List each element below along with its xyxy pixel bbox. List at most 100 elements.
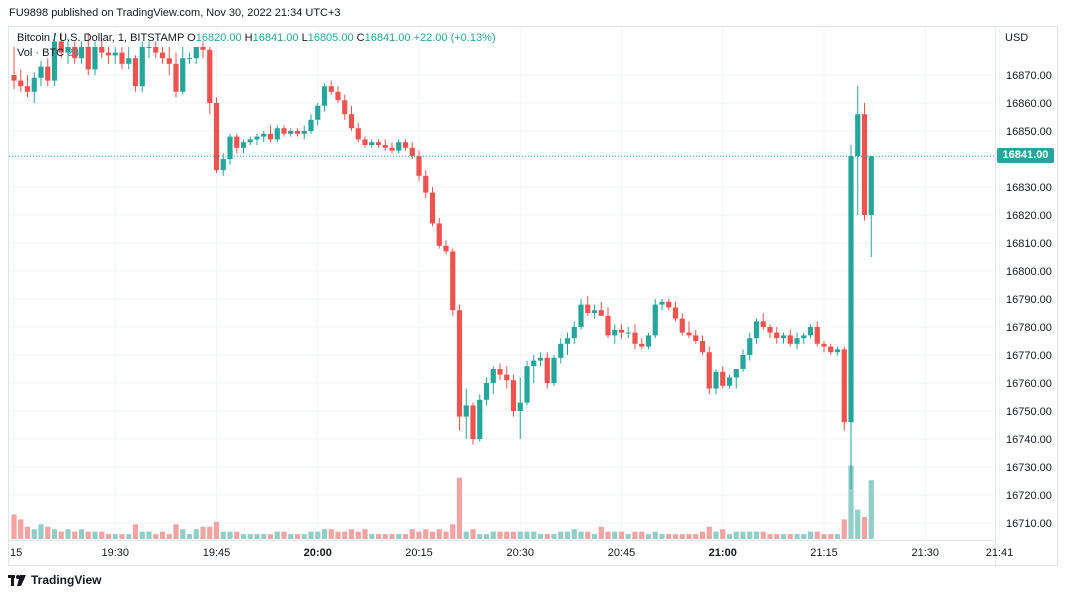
candle-body[interactable] [369, 142, 375, 145]
candle-body[interactable] [389, 147, 395, 151]
candle-body[interactable] [672, 307, 679, 319]
candle-body[interactable] [267, 133, 274, 140]
candle-body[interactable] [294, 131, 301, 134]
candle-body[interactable] [753, 321, 760, 339]
candle-body[interactable] [699, 341, 706, 353]
candle-body[interactable] [274, 128, 280, 140]
candle-body[interactable] [72, 47, 78, 59]
candle-body[interactable] [612, 329, 618, 336]
candle-body[interactable] [153, 47, 159, 53]
candle-body[interactable] [261, 133, 267, 137]
candle-body[interactable] [429, 192, 436, 224]
candle-body[interactable] [193, 47, 199, 59]
candle-body[interactable] [139, 47, 145, 87]
candle-body[interactable] [308, 119, 314, 131]
candle-body[interactable] [868, 156, 874, 215]
candle-body[interactable] [402, 142, 409, 148]
candle-body[interactable] [234, 136, 240, 148]
candle-body[interactable] [207, 49, 213, 103]
candle-body[interactable] [450, 251, 456, 311]
candle-body[interactable] [693, 335, 699, 341]
candle-body[interactable] [706, 352, 712, 389]
candle-body[interactable] [11, 75, 17, 81]
candle-body[interactable] [510, 380, 517, 411]
candle-body[interactable] [517, 402, 523, 411]
candle-body[interactable] [463, 405, 469, 417]
candle-body[interactable] [726, 377, 733, 386]
candle-body[interactable] [774, 332, 780, 339]
candle-body[interactable] [99, 47, 105, 53]
candle-body[interactable] [666, 301, 672, 308]
candle-body[interactable] [85, 47, 91, 70]
candle-body[interactable] [483, 383, 490, 400]
candle-body[interactable] [504, 374, 510, 381]
candle-body[interactable] [24, 86, 31, 92]
candle-body[interactable] [288, 131, 294, 134]
candle-body[interactable] [598, 310, 604, 316]
candle-body[interactable] [679, 318, 685, 333]
candle-body[interactable] [348, 114, 355, 129]
candle-body[interactable] [112, 52, 118, 56]
candle-body[interactable] [119, 52, 125, 64]
candle-body[interactable] [605, 315, 611, 336]
candle-body[interactable] [301, 131, 307, 134]
candle-body[interactable] [58, 41, 64, 53]
candle-body[interactable] [65, 47, 71, 53]
candle-body[interactable] [760, 321, 766, 327]
candle-body[interactable] [159, 52, 166, 59]
candle-body[interactable] [855, 114, 861, 157]
candle-body[interactable] [416, 156, 422, 176]
candle-body[interactable] [132, 58, 139, 87]
candle-body[interactable] [342, 100, 348, 115]
candle-body[interactable] [767, 327, 773, 333]
candle-body[interactable] [544, 357, 550, 383]
candle-body[interactable] [173, 63, 179, 92]
candle-body[interactable] [227, 136, 233, 159]
candle-body[interactable] [747, 338, 753, 355]
candle-body[interactable] [355, 128, 361, 140]
candle-body[interactable] [18, 80, 24, 87]
candle-body[interactable] [713, 371, 719, 389]
candle-body[interactable] [551, 357, 557, 383]
candle-body[interactable] [328, 86, 334, 92]
candle-body[interactable] [625, 332, 631, 334]
candle-body[interactable] [31, 77, 37, 92]
candle-body[interactable] [423, 175, 429, 193]
candle-body[interactable] [645, 335, 652, 347]
candle-body[interactable] [409, 147, 415, 157]
candle-body[interactable] [652, 304, 658, 336]
candle-body[interactable] [247, 139, 253, 143]
candle-body[interactable] [146, 47, 152, 48]
candle-body[interactable] [794, 338, 800, 344]
candle-body[interactable] [659, 301, 665, 305]
candle-body[interactable] [456, 310, 463, 417]
candle-body[interactable] [618, 329, 625, 333]
candle-body[interactable] [524, 366, 530, 403]
candle-body[interactable] [787, 335, 793, 344]
candle-body[interactable] [126, 58, 132, 64]
candle-body[interactable] [186, 58, 193, 60]
candle-body[interactable] [335, 91, 341, 101]
chart-frame[interactable] [8, 26, 1058, 566]
candle-body[interactable] [470, 405, 476, 439]
candle-body[interactable] [213, 103, 220, 171]
candle-body[interactable] [321, 86, 328, 106]
candle-body[interactable] [571, 327, 577, 339]
candle-body[interactable] [841, 349, 847, 423]
candle-body[interactable] [578, 304, 584, 327]
candle-body[interactable] [78, 47, 85, 59]
candle-body[interactable] [585, 304, 591, 313]
candle-body[interactable] [254, 136, 260, 140]
candle-body[interactable] [537, 357, 544, 361]
candle-body[interactable] [220, 159, 226, 171]
candle-body[interactable] [92, 47, 98, 70]
volume-label[interactable]: Vol · BTC [17, 47, 65, 59]
candle-body[interactable] [558, 343, 564, 358]
candle-body[interactable] [497, 369, 503, 375]
candle-body[interactable] [240, 142, 247, 148]
candle-body[interactable] [814, 327, 820, 344]
candle-body[interactable] [180, 58, 186, 92]
candle-body[interactable] [591, 310, 598, 313]
candle-body[interactable] [362, 139, 368, 145]
candle-body[interactable] [733, 369, 739, 378]
